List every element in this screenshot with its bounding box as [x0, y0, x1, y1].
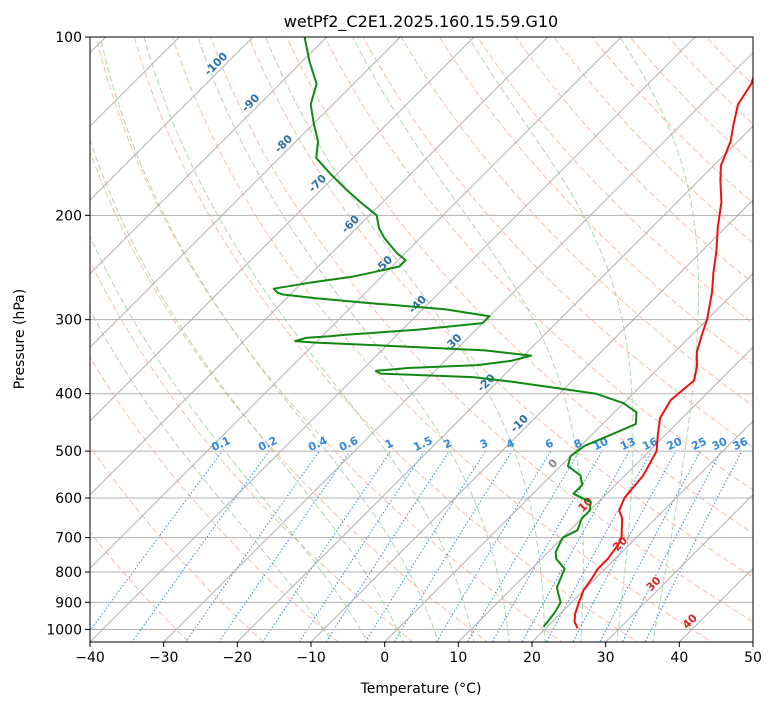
dry-adiabat-line: [657, 24, 775, 654]
mixing-ratio-label: 36: [731, 435, 751, 453]
moist-adiabat-line: [468, 37, 633, 654]
dry-adiabat-line: [0, 24, 277, 654]
y-tick-label: 100: [55, 30, 82, 46]
isotherm-line: [0, 37, 327, 642]
y-tick-label: 900: [55, 595, 82, 611]
isotherm-label: -60: [339, 212, 362, 235]
y-tick-label: 600: [55, 491, 82, 507]
mixing-ratio-line: [461, 451, 580, 654]
isotherm-line: [90, 37, 695, 642]
moist-adiabat-line: [32, 37, 375, 654]
mixing-ratio-label: 2: [442, 436, 454, 451]
y-tick-label: 200: [55, 208, 82, 224]
y-tick-label: 800: [55, 565, 82, 581]
dry-adiabat-line: [431, 24, 775, 654]
isotherm-line: [606, 37, 775, 642]
dry-adiabat-line: [582, 24, 775, 654]
profile-lines: [274, 37, 775, 628]
x-tick-label: 50: [744, 650, 762, 666]
isotherm-line: [679, 37, 775, 642]
isotherm-line: [237, 37, 775, 642]
plot-frame: [90, 37, 753, 642]
y-tick-label: 700: [55, 531, 82, 547]
mixing-ratio-line: [292, 451, 425, 654]
isotherm-label: -40: [406, 293, 429, 316]
isotherm-line: [0, 37, 474, 642]
mixing-ratio-label: 20: [665, 435, 685, 453]
mixing-ratio-line: [255, 451, 391, 654]
dry-adiabat-line: [544, 24, 775, 654]
y-axis-label: Pressure (hPa): [12, 289, 28, 389]
isotherm-line: [0, 37, 400, 642]
x-tick-label: 0: [380, 650, 389, 666]
isotherm-line: [753, 37, 775, 642]
mixing-ratio-label: 3: [478, 436, 490, 451]
mixing-ratio-line: [73, 451, 222, 654]
isotherm-label: -70: [306, 172, 329, 195]
temperature-profile-line: [575, 37, 775, 628]
x-tick-label: 30: [597, 650, 615, 666]
mixing-ratio-label: 13: [618, 435, 637, 453]
isotherm-label: 30: [644, 574, 664, 594]
mixing-ratio-label: 4: [504, 436, 517, 451]
mixing-ratio-label: 10: [591, 435, 611, 453]
mixing-ratio-line: [319, 451, 450, 654]
isotherm-label: -10: [508, 412, 531, 435]
x-tick-label: 10: [449, 650, 467, 666]
y-tick-label: 1000: [46, 622, 82, 638]
isotherm-label: -50: [372, 253, 395, 276]
x-tick-label: 20: [523, 650, 541, 666]
mixing-ratio-label: 25: [689, 435, 708, 453]
y-tick-label: 400: [55, 387, 82, 403]
axes: −40 −30 −20 −10 0 10 20 30 40 50 100 200 300 400 500 60…: [46, 30, 762, 666]
isotherm-line: [532, 37, 775, 642]
isotherm-label: -80: [272, 132, 295, 155]
x-tick-label: −20: [223, 650, 253, 666]
x-tick-label: −10: [296, 650, 326, 666]
x-axis-label: Temperature (°C): [360, 681, 482, 697]
x-tick-label: −40: [75, 650, 105, 666]
isotherm-label: -30: [441, 331, 464, 354]
background-lines: [0, 24, 775, 654]
chart-title: wetPf2_C2E1.2025.160.15.59.G10: [284, 12, 558, 32]
moist-adiabat-line: [4, 37, 340, 654]
isotherm-label: 40: [680, 611, 700, 631]
isotherm-line: [385, 37, 775, 642]
isotherm-line: [16, 37, 621, 642]
x-tick-label: −30: [149, 650, 179, 666]
dry-adiabat-line: [319, 24, 775, 654]
isotherm-line: [164, 37, 769, 642]
isotherm-label: -20: [475, 371, 498, 394]
mixing-ratio-line: [178, 451, 320, 654]
mixing-ratio-line: [430, 451, 551, 654]
dry-adiabat-line: [356, 24, 775, 654]
dry-adiabat-line: [206, 24, 775, 654]
mixing-ratio-label: 30: [710, 435, 730, 453]
y-tick-label: 500: [55, 444, 82, 460]
x-tick-label: 40: [670, 650, 688, 666]
y-tick-label: 300: [55, 313, 82, 329]
mixing-ratio-line: [387, 451, 512, 654]
dry-adiabat-line: [55, 24, 504, 654]
dry-adiabat-line: [18, 24, 429, 654]
mixing-ratio-label: 6: [543, 436, 556, 451]
dry-adiabat-line: [243, 24, 775, 654]
moist-adiabat-line: [63, 37, 408, 654]
